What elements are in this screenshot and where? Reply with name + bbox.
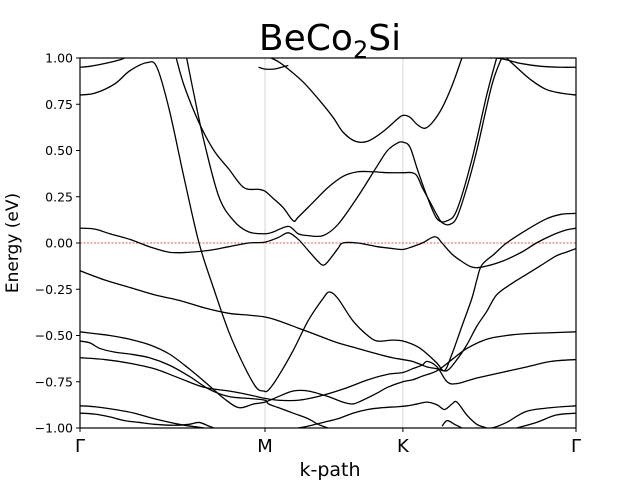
band-line-19 bbox=[516, 412, 576, 428]
y-tick-label: −0.50 bbox=[35, 328, 73, 343]
title-subscript: 2 bbox=[353, 36, 368, 64]
band-line-5 bbox=[270, 58, 463, 144]
band-lines bbox=[80, 58, 576, 428]
band-line-9 bbox=[80, 227, 576, 269]
band-line-16 bbox=[298, 400, 487, 428]
x-tick-label: Γ bbox=[75, 436, 85, 457]
y-tick-label: −1.00 bbox=[35, 421, 73, 436]
x-tick-label: K bbox=[397, 436, 410, 457]
band-line-3 bbox=[175, 58, 503, 226]
band-line-4 bbox=[186, 58, 498, 238]
band-line-7 bbox=[506, 58, 576, 96]
band-line-14 bbox=[80, 405, 205, 428]
band-line-12 bbox=[80, 331, 576, 409]
y-tick-label: −0.75 bbox=[35, 374, 73, 389]
title-tail: Si bbox=[368, 18, 401, 59]
y-tick-label: 0.00 bbox=[45, 236, 73, 251]
band-line-15 bbox=[80, 412, 215, 428]
y-axis: −1.00 −0.75 −0.50 −0.25 0.00 0.25 0.50 0.75 1.00 bbox=[35, 51, 80, 436]
band-line-6 bbox=[258, 64, 289, 70]
y-tick-label: 0.75 bbox=[45, 97, 73, 112]
y-tick-label: 0.25 bbox=[45, 189, 73, 204]
band-line-17 bbox=[441, 419, 463, 428]
band-line-10 bbox=[80, 357, 576, 402]
y-tick-label: 1.00 bbox=[45, 51, 73, 66]
band-line-1 bbox=[80, 58, 125, 68]
chart-title: BeCo2Si bbox=[259, 18, 401, 64]
y-axis-label: Energy (eV) bbox=[3, 193, 23, 293]
x-tick-label: M bbox=[257, 436, 273, 457]
x-axis-label: k-path bbox=[299, 459, 360, 480]
band-line-13 bbox=[80, 247, 576, 372]
band-line-2 bbox=[80, 61, 576, 393]
title-main: BeCo bbox=[259, 18, 353, 59]
x-tick-label: Γ bbox=[571, 436, 581, 457]
band-line-18 bbox=[476, 405, 576, 428]
band-line-8 bbox=[489, 58, 576, 68]
y-tick-label: −0.25 bbox=[35, 282, 73, 297]
y-tick-label: 0.50 bbox=[45, 143, 73, 158]
